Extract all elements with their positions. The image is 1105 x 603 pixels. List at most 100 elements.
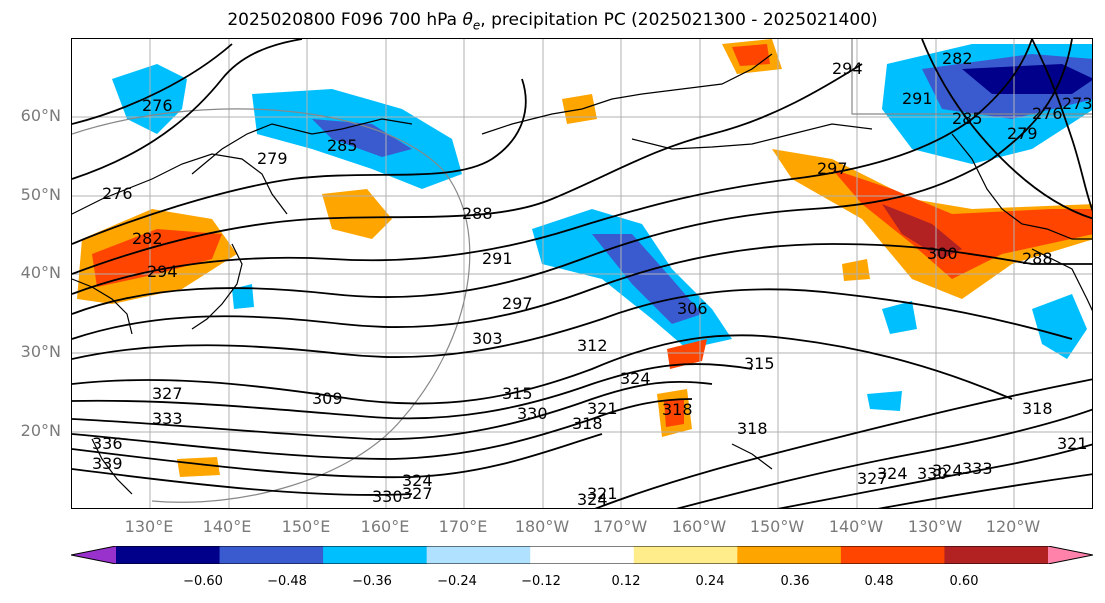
contour-label: 339 xyxy=(92,454,123,473)
colorbar-tick-label: −0.60 xyxy=(183,574,223,589)
contour-label: 324 xyxy=(402,471,433,490)
contour-label: 321 xyxy=(1057,434,1088,453)
colorbar-segment xyxy=(71,546,116,564)
contour-label: 291 xyxy=(902,89,933,108)
neg-patch-okhotsk-core xyxy=(312,119,412,157)
contour-label: 321 xyxy=(587,399,618,418)
lat-label-40n: 40°N xyxy=(20,263,61,282)
contour-label: 327 xyxy=(402,484,433,503)
pos-patch-japan-sea-core xyxy=(92,229,222,287)
contour-label: 300 xyxy=(927,244,958,263)
colorbar-tick-label: 0.24 xyxy=(695,574,725,589)
map-title: 2025020800 F096 700 hPa θe, precipitatio… xyxy=(227,10,878,33)
contour-label: 330 xyxy=(372,487,403,506)
colorbar-tick-label: 0.12 xyxy=(611,574,641,589)
neg-patch-alaska-core xyxy=(962,64,1092,94)
lon-label-150e: 150°E xyxy=(281,517,331,536)
contour-label: 324 xyxy=(932,461,963,480)
contour-label: 318 xyxy=(572,414,603,433)
contour-label: 288 xyxy=(462,204,493,223)
colorbar-segment xyxy=(840,546,945,564)
colorbar-segment xyxy=(426,546,531,564)
contour-label: 324 xyxy=(877,464,908,483)
colorbar-segment xyxy=(737,546,842,564)
contour-label: 333 xyxy=(962,459,993,478)
lon-label-130e: 130°E xyxy=(124,517,174,536)
colorbar-tick-label: −0.24 xyxy=(437,574,477,589)
pos-patch-subtropical-1 xyxy=(667,339,707,369)
lat-label-60n: 60°N xyxy=(20,106,61,125)
lon-label-140e: 140°E xyxy=(202,517,252,536)
pos-patch-kuril xyxy=(322,189,392,239)
contour-label: 324 xyxy=(620,369,651,388)
contour-label: 324 xyxy=(577,490,608,509)
map-canvas: 276 279 276 285 282 294 288 291 297 303 … xyxy=(72,39,1093,509)
neg-patch-central-core xyxy=(592,234,702,324)
contour-label: 291 xyxy=(482,249,513,268)
contour-label: 315 xyxy=(744,354,775,373)
contour-label: 279 xyxy=(257,149,288,168)
neg-patch-small-3 xyxy=(232,284,254,309)
colorbar-segment xyxy=(530,546,635,564)
contour-label: 330 xyxy=(917,464,948,483)
contour-label: 297 xyxy=(502,294,533,313)
contour-label: 318 xyxy=(1022,399,1053,418)
lon-label-140w: 140°W xyxy=(828,517,884,536)
contour-label: 282 xyxy=(132,229,163,248)
contour-label: 285 xyxy=(327,136,358,155)
lon-label-130w: 130°W xyxy=(907,517,963,536)
domain-outline xyxy=(72,39,1092,503)
contour-label: 306 xyxy=(677,299,708,318)
contour-label: 276 xyxy=(142,96,173,115)
contour-label: 312 xyxy=(577,336,608,355)
lon-label-170e: 170°E xyxy=(438,517,488,536)
contour-labels: 276 279 276 285 282 294 288 291 297 303 … xyxy=(92,49,1093,509)
contour-label: 327 xyxy=(857,469,888,488)
colorbar xyxy=(71,546,1093,564)
pos-patch-gulf-alaska-dark xyxy=(882,204,962,259)
lon-label-150w: 150°W xyxy=(749,517,805,536)
lon-label-120w: 120°W xyxy=(985,517,1041,536)
pos-patch-small-5 xyxy=(842,259,870,281)
lat-label-50n: 50°N xyxy=(20,185,61,204)
contour-label: 336 xyxy=(92,434,123,453)
colorbar-tick-label: 0.60 xyxy=(949,574,979,589)
lat-label-30n: 30°N xyxy=(20,342,61,361)
graticule xyxy=(72,39,1092,508)
lat-label-20n: 20°N xyxy=(20,421,61,440)
contour-label: 294 xyxy=(832,59,863,78)
lon-label-180w: 180°W xyxy=(514,517,570,536)
contour-label: 309 xyxy=(312,389,343,408)
colorbar-segment xyxy=(323,546,428,564)
contour-label: 321 xyxy=(587,484,618,503)
contour-label: 276 xyxy=(1032,104,1063,123)
contour-label: 303 xyxy=(472,329,503,348)
colorbar-tick-label: −0.12 xyxy=(521,574,561,589)
contour-label: 333 xyxy=(152,409,183,428)
contour-label: 282 xyxy=(942,49,973,68)
coastlines xyxy=(72,53,1092,495)
contour-label: 285 xyxy=(952,109,983,128)
neg-patch-small-1 xyxy=(882,301,917,334)
colorbar-tick-label: −0.36 xyxy=(352,574,392,589)
neg-patch-small-2 xyxy=(867,391,902,411)
colorbar-segment xyxy=(944,546,1049,564)
pos-patch-small-4 xyxy=(177,457,220,477)
lon-label-170w: 170°W xyxy=(592,517,648,536)
colorbar-tick-label: 0.36 xyxy=(780,574,810,589)
contour-label: 327 xyxy=(152,384,183,403)
contour-label: 276 xyxy=(102,184,133,203)
contour-label: 315 xyxy=(502,384,533,403)
contour-label: 297 xyxy=(817,159,848,178)
contour-label: 273 xyxy=(1062,94,1093,113)
colorbar-tick-label: −0.48 xyxy=(267,574,307,589)
lon-label-160e: 160°E xyxy=(360,517,410,536)
pos-patch-subtropical-2-core xyxy=(664,399,684,427)
colorbar-segment xyxy=(633,546,738,564)
contour-label: 288 xyxy=(1022,249,1053,268)
pos-patch-north-1-core xyxy=(732,44,770,66)
colorbar-tick-label: 0.48 xyxy=(864,574,894,589)
contour-label: 318 xyxy=(662,400,693,419)
contour-label: 279 xyxy=(1007,124,1038,143)
contour-label: 330 xyxy=(517,404,548,423)
